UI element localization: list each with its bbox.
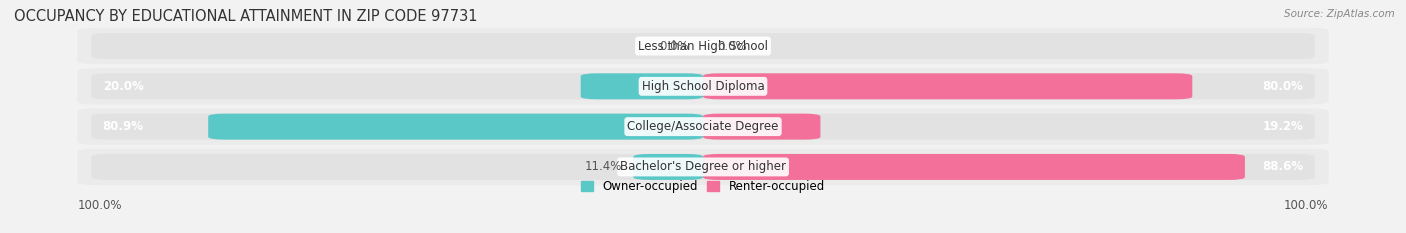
FancyBboxPatch shape: [77, 149, 1329, 185]
Text: 100.0%: 100.0%: [1284, 199, 1329, 212]
FancyBboxPatch shape: [91, 154, 1315, 180]
Text: 80.9%: 80.9%: [103, 120, 143, 133]
Text: 0.0%: 0.0%: [659, 40, 689, 52]
Text: High School Diploma: High School Diploma: [641, 80, 765, 93]
Text: 19.2%: 19.2%: [1263, 120, 1303, 133]
Text: 20.0%: 20.0%: [103, 80, 143, 93]
FancyBboxPatch shape: [91, 114, 1315, 140]
Text: College/Associate Degree: College/Associate Degree: [627, 120, 779, 133]
FancyBboxPatch shape: [77, 28, 1329, 64]
FancyBboxPatch shape: [91, 73, 1315, 99]
FancyBboxPatch shape: [208, 114, 703, 140]
FancyBboxPatch shape: [703, 73, 1192, 99]
FancyBboxPatch shape: [633, 154, 703, 180]
FancyBboxPatch shape: [703, 114, 821, 140]
FancyBboxPatch shape: [77, 109, 1329, 145]
Text: Bachelor's Degree or higher: Bachelor's Degree or higher: [620, 161, 786, 173]
FancyBboxPatch shape: [77, 68, 1329, 104]
Text: 88.6%: 88.6%: [1263, 161, 1303, 173]
Legend: Owner-occupied, Renter-occupied: Owner-occupied, Renter-occupied: [576, 175, 830, 198]
Text: Source: ZipAtlas.com: Source: ZipAtlas.com: [1284, 9, 1395, 19]
FancyBboxPatch shape: [581, 73, 703, 99]
Text: 100.0%: 100.0%: [77, 199, 122, 212]
Text: 80.0%: 80.0%: [1263, 80, 1303, 93]
Text: 0.0%: 0.0%: [717, 40, 747, 52]
FancyBboxPatch shape: [91, 33, 1315, 59]
Text: 11.4%: 11.4%: [585, 161, 621, 173]
Text: OCCUPANCY BY EDUCATIONAL ATTAINMENT IN ZIP CODE 97731: OCCUPANCY BY EDUCATIONAL ATTAINMENT IN Z…: [14, 9, 478, 24]
Text: Less than High School: Less than High School: [638, 40, 768, 52]
FancyBboxPatch shape: [703, 154, 1244, 180]
